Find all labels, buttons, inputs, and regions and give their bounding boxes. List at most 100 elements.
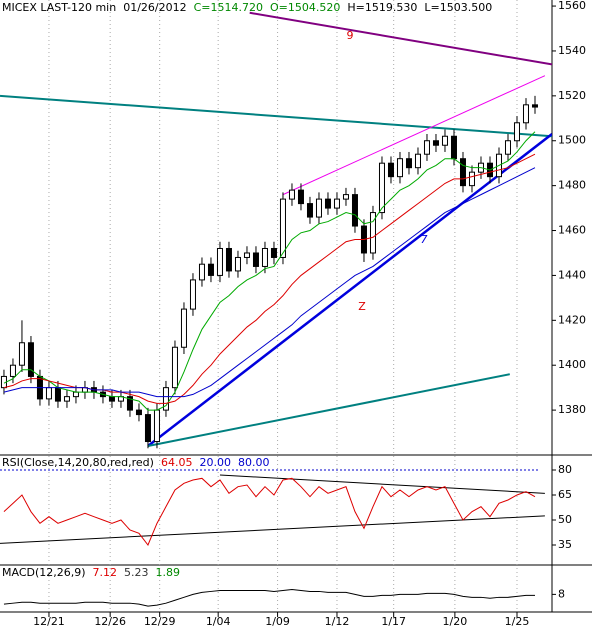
header-item: O=1504.520 [270,1,340,14]
y-tick-label: 1480 [558,179,586,192]
candle-body [369,212,376,254]
candle-body [378,162,385,214]
candle-body [225,247,232,272]
x-tick-label: 1/12 [325,615,350,628]
candle-body [414,153,421,169]
y-tick-label: 1440 [558,268,586,281]
plot-area [3,588,535,607]
trendline [249,11,552,66]
trendline [219,474,545,494]
candle-body [468,171,475,187]
candle-body [162,387,169,411]
candle-body [27,342,34,377]
x-tick-label: 1/17 [381,615,406,628]
candle-body [189,279,196,310]
candle-body [522,104,529,124]
y-tick-label: 1500 [558,134,586,147]
candle-body [63,396,70,402]
candle-body [171,346,178,389]
candle-body [216,247,223,276]
candle-body [288,189,295,200]
x-tick-label: 1/09 [265,615,290,628]
candle-body [504,140,511,155]
y-tick-label: 1400 [558,358,586,371]
plot-area [0,469,545,546]
candle-body [153,409,160,443]
candle-body [387,162,394,178]
y-tick-label: 50 [558,513,572,526]
x-tick-label: 1/25 [505,615,530,628]
header-item: H=1519.530 [347,1,417,14]
header-item: 5.23 [124,566,149,579]
header-item: L=1503.500 [424,1,492,14]
y-tick-label: 1540 [558,44,586,57]
trendline [0,94,552,138]
y-tick-label: 1460 [558,224,586,237]
panel-header: MACD(12,26,9) 7.12 5.23 1.89 [2,566,180,579]
header-item: MICEX LAST-120 min [2,1,116,14]
candle-body [351,194,358,227]
candle-body [180,308,187,348]
annotation: Z [358,300,366,313]
candle-body [513,122,520,142]
candle-body [459,158,466,187]
y-tick-label: 1560 [558,0,586,12]
candle-body [333,198,340,209]
candle-body [441,135,448,146]
header-item: 1.89 [156,566,181,579]
trendline [147,373,510,448]
panel-header: MICEX LAST-120 min 01/26/2012 C=1514.720 O=… [2,1,492,14]
candle-body [9,364,16,377]
candle-body [423,140,430,155]
candle-body [135,409,142,416]
trendline [0,515,545,544]
panel: 35 50 65 80 RSI(Close,14,20,80,red,red) 64.05… [0,456,572,551]
candle-body [261,247,268,267]
header-item: C=1514.720 [194,1,263,14]
series-line [3,167,536,398]
series-line [3,131,536,411]
candle-body [405,158,412,169]
header-item: MACD(12,26,9) [2,566,86,579]
header-item: 01/26/2012 [123,1,186,14]
annotation: 7 [421,233,428,246]
candle-body [396,158,403,178]
y-tick-label: 1420 [558,313,586,326]
trendline [282,75,546,196]
candle-body [270,247,277,258]
candle-body [207,263,214,276]
candle-body [324,198,331,209]
panel-header: RSI(Close,14,20,80,red,red) 64.05 20.00 80.… [2,456,269,469]
candle-body [243,252,250,258]
series-line [3,477,536,546]
candle-body [198,263,205,281]
annotation: 9 [347,29,354,42]
candle-body [279,198,286,258]
candle-body [306,203,313,218]
candle-body [126,396,133,411]
x-tick-label: 12/26 [94,615,126,628]
candle-body [54,387,61,402]
candle-body [18,342,25,366]
candle-body [252,252,259,267]
candle-body [432,140,439,146]
header-item: 80.00 [238,456,270,469]
y-tick-label: 8 [558,587,565,600]
candle-body [342,194,349,200]
y-tick-label: 1380 [558,403,586,416]
candle-body [234,256,241,272]
trendline [147,133,552,448]
candle-body [450,135,457,160]
series-line [3,588,535,607]
y-tick-label: 35 [558,538,572,551]
candle-body [72,391,79,398]
header-item: RSI(Close,14,20,80,red,red) [2,456,154,469]
x-tick-label: 1/20 [443,615,468,628]
x-tick-label: 12/21 [33,615,65,628]
candle-body [108,396,115,402]
plot-area [0,11,552,449]
header-item: 20.00 [199,456,231,469]
y-tick-label: 65 [558,488,572,501]
